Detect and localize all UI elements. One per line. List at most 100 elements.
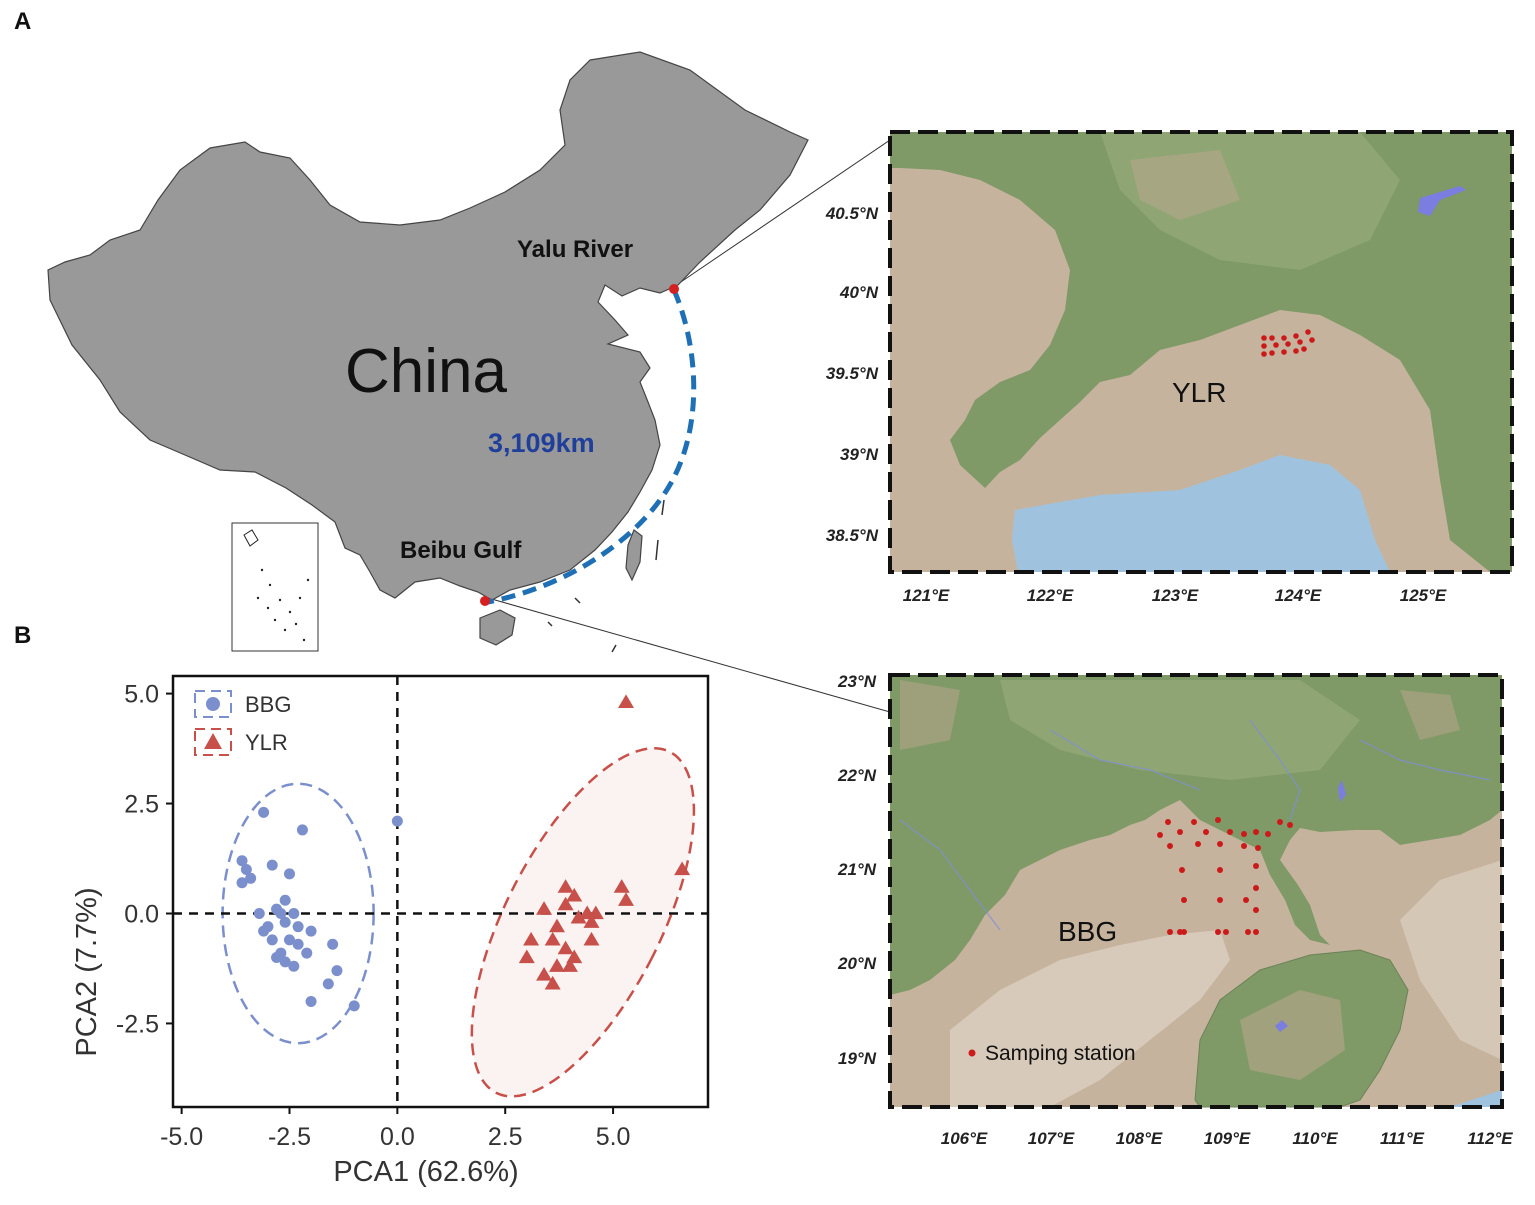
data-point-ylr xyxy=(561,958,578,972)
data-point-ylr xyxy=(618,892,635,906)
bbg-land xyxy=(890,675,1502,995)
x-axis-title: PCA1 (62.6%) xyxy=(333,1156,518,1188)
x-tick-label: 5.0 xyxy=(596,1123,631,1151)
ylr-lat-tick: 38.5°N xyxy=(826,526,879,545)
bbg-hainan-lake xyxy=(1275,1020,1288,1032)
y-axis-title: PCA2 (7.7%) xyxy=(71,887,103,1056)
connector-line-ylr xyxy=(671,139,891,289)
y-tick-label: 0.0 xyxy=(124,900,159,928)
data-point-bbg xyxy=(236,877,248,889)
x-tick-label: -2.5 xyxy=(268,1123,311,1151)
data-point-bbg xyxy=(391,815,403,827)
data-point-bbg xyxy=(253,907,265,919)
data-point-bbg xyxy=(348,1000,360,1012)
distance-label: 3,109km xyxy=(488,428,595,458)
data-point-bbg xyxy=(292,938,304,950)
data-point-bbg xyxy=(275,907,287,919)
data-point-bbg xyxy=(305,995,317,1007)
data-point-bbg xyxy=(331,965,343,977)
legend-label-ylr: YLR xyxy=(245,730,288,755)
bbg-lat-tick: 22°N xyxy=(837,766,877,785)
station-legend-marker xyxy=(968,1049,976,1057)
ylr-lon-tick: 125°E xyxy=(1400,586,1447,605)
bbg-lon-tick: 108°E xyxy=(1116,1129,1163,1148)
bbg-highland-3 xyxy=(1400,690,1460,740)
data-point-ylr xyxy=(570,909,587,924)
ylr-lat-tick: 40°N xyxy=(839,283,879,302)
data-point-ylr xyxy=(544,931,561,946)
data-point-bbg xyxy=(327,938,339,950)
ylr-lat-tick: 39°N xyxy=(840,445,879,464)
ylr-lat-tick: 39.5°N xyxy=(826,364,879,383)
country-label: China xyxy=(345,337,508,406)
data-point-bbg xyxy=(279,894,291,906)
ylr-deep-water xyxy=(1012,455,1390,572)
bbg-highland-2 xyxy=(900,680,960,750)
data-point-bbg xyxy=(258,925,270,937)
coastal-islands xyxy=(547,499,665,653)
data-point-bbg xyxy=(279,956,291,968)
data-point-ylr xyxy=(548,958,565,972)
data-point-ylr xyxy=(523,931,540,946)
bbg-lon-tick: 112°E xyxy=(1467,1129,1513,1148)
ylr-lat-tick: 40.5°N xyxy=(825,204,879,223)
x-tick-label: 2.5 xyxy=(488,1123,523,1151)
pca-plot-area: -5.0 -2.5 0.0 2.5 5.0 5.0 2.5 0.0 -2.5 BBG YLR xyxy=(116,674,710,1151)
data-point-bbg xyxy=(266,859,278,871)
pca-scatter-chart: -5.0 -2.5 0.0 2.5 5.0 5.0 2.5 0.0 -2.5 BBG YLR PCA… xyxy=(71,674,710,1188)
legend-key-ylr xyxy=(194,728,232,756)
bbg-map: BBG Samping station 23°N 22°N 21°N 20°N … xyxy=(837,672,1513,1148)
bbg-corner-water xyxy=(1450,1090,1502,1107)
ylr-map-frame xyxy=(888,130,1514,574)
legend-marker-ylr xyxy=(204,733,222,749)
data-point-ylr xyxy=(618,694,635,708)
data-point-bbg xyxy=(283,934,295,946)
legend-marker-bbg xyxy=(206,697,220,711)
ylr-lake xyxy=(1418,186,1466,216)
beibu-gulf-marker xyxy=(480,596,490,606)
china-land-shape xyxy=(47,51,809,601)
data-point-ylr xyxy=(557,879,574,893)
data-point-bbg xyxy=(305,925,317,937)
data-point-bbg xyxy=(236,855,248,867)
ylr-lon-tick: 122°E xyxy=(1027,586,1074,605)
data-point-ylr xyxy=(536,901,553,915)
ylr-sampling-stations xyxy=(1261,329,1315,357)
taiwan-island-shape xyxy=(625,529,643,582)
data-point-ylr xyxy=(583,914,600,928)
data-point-bbg xyxy=(283,868,295,880)
data-point-bbg xyxy=(279,916,291,928)
bbg-map-label: BBG xyxy=(1058,916,1117,947)
data-point-bbg xyxy=(322,978,334,990)
panel-b-label: B xyxy=(14,622,32,649)
connector-line-bbg xyxy=(487,597,891,713)
data-point-bbg xyxy=(258,806,270,818)
hainan-island-shape xyxy=(479,609,516,646)
data-point-ylr xyxy=(544,975,561,990)
bbg-shallow-area xyxy=(950,930,1230,1107)
data-point-ylr xyxy=(518,949,535,964)
ylr-map: YLR 40.5°N 40°N 39.5°N 39°N 38.5°N 121°E… xyxy=(825,130,1514,605)
y-tick-label: 2.5 xyxy=(124,791,159,819)
ylr-lon-tick: 124°E xyxy=(1275,586,1322,605)
data-point-bbg xyxy=(266,934,278,946)
data-point-ylr xyxy=(613,879,630,893)
data-point-ylr xyxy=(566,887,583,902)
bbg-lat-tick: 20°N xyxy=(837,954,877,973)
data-point-bbg xyxy=(301,947,313,959)
legend-label-bbg: BBG xyxy=(245,692,291,717)
bbg-lat-tick: 23°N xyxy=(837,672,877,691)
distance-route xyxy=(487,289,697,605)
bbg-sampling-stations xyxy=(1157,817,1293,935)
south-china-sea-inset xyxy=(231,522,319,652)
bbg-map-frame xyxy=(888,673,1504,1109)
bbg-lon-tick: 107°E xyxy=(1028,1129,1075,1148)
bbg-shallow-area-2 xyxy=(1400,860,1502,1060)
ylr-lon-tick: 121°E xyxy=(903,586,950,605)
data-point-bbg xyxy=(296,824,308,836)
bbg-lon-tick: 106°E xyxy=(941,1129,988,1148)
bbg-lake xyxy=(1338,780,1346,802)
data-point-bbg xyxy=(288,960,300,972)
data-point-ylr xyxy=(583,931,600,946)
legend-key-bbg xyxy=(194,690,232,718)
